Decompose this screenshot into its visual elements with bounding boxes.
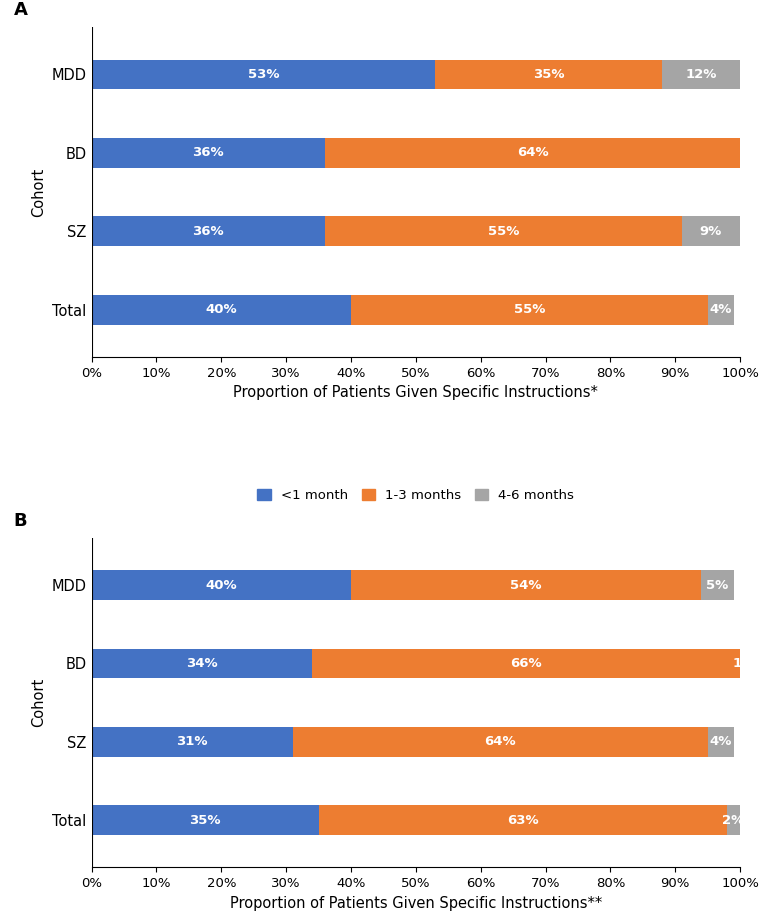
Text: 53%: 53% xyxy=(248,68,279,81)
X-axis label: Proportion of Patients Given Specific Instructions*: Proportion of Patients Given Specific In… xyxy=(233,385,598,400)
Text: 55%: 55% xyxy=(513,303,545,316)
Bar xyxy=(92,295,351,325)
Text: 35%: 35% xyxy=(189,813,221,827)
Text: 31%: 31% xyxy=(176,735,208,749)
Bar xyxy=(351,570,701,600)
Text: 66%: 66% xyxy=(510,657,542,670)
Bar xyxy=(92,570,351,600)
Y-axis label: Cohort: Cohort xyxy=(31,678,46,728)
X-axis label: Proportion of Patients Given Specific Instructions**: Proportion of Patients Given Specific In… xyxy=(230,896,602,910)
Bar xyxy=(92,138,325,168)
Bar xyxy=(351,295,708,325)
Y-axis label: Cohort: Cohort xyxy=(31,167,46,216)
Bar xyxy=(92,216,325,247)
Bar xyxy=(92,805,319,835)
Text: 5%: 5% xyxy=(707,579,729,592)
Text: 55%: 55% xyxy=(488,225,519,237)
Text: 64%: 64% xyxy=(485,735,516,749)
Bar xyxy=(319,805,727,835)
Text: 12%: 12% xyxy=(685,68,717,81)
Text: 36%: 36% xyxy=(192,146,224,160)
Text: 2%: 2% xyxy=(723,813,745,827)
Bar xyxy=(701,570,734,600)
Text: 0: 0 xyxy=(753,146,762,160)
Text: 9%: 9% xyxy=(700,225,722,237)
Text: 35%: 35% xyxy=(533,68,565,81)
Legend: <1 month, 1-3 months, 4-6 months: <1 month, 1-3 months, 4-6 months xyxy=(257,488,575,502)
Bar xyxy=(325,138,740,168)
Text: 63%: 63% xyxy=(507,813,539,827)
Text: 36%: 36% xyxy=(192,225,224,237)
Bar xyxy=(740,648,746,678)
Text: 40%: 40% xyxy=(205,303,237,316)
Bar xyxy=(92,727,293,757)
Bar xyxy=(682,216,740,247)
Text: 64%: 64% xyxy=(517,146,549,160)
Text: 4%: 4% xyxy=(710,735,732,749)
Text: 4%: 4% xyxy=(710,303,732,316)
Bar xyxy=(708,727,734,757)
Bar xyxy=(325,216,682,247)
Bar xyxy=(92,648,312,678)
Bar xyxy=(662,59,740,89)
Text: A: A xyxy=(14,1,27,19)
Text: 54%: 54% xyxy=(510,579,542,592)
Bar xyxy=(293,727,708,757)
Text: 40%: 40% xyxy=(205,579,237,592)
Bar xyxy=(92,59,435,89)
Bar xyxy=(708,295,734,325)
Text: B: B xyxy=(14,511,27,530)
Text: 1%: 1% xyxy=(732,657,755,670)
Text: 34%: 34% xyxy=(186,657,217,670)
Bar xyxy=(435,59,662,89)
Bar xyxy=(312,648,740,678)
Bar xyxy=(727,805,740,835)
